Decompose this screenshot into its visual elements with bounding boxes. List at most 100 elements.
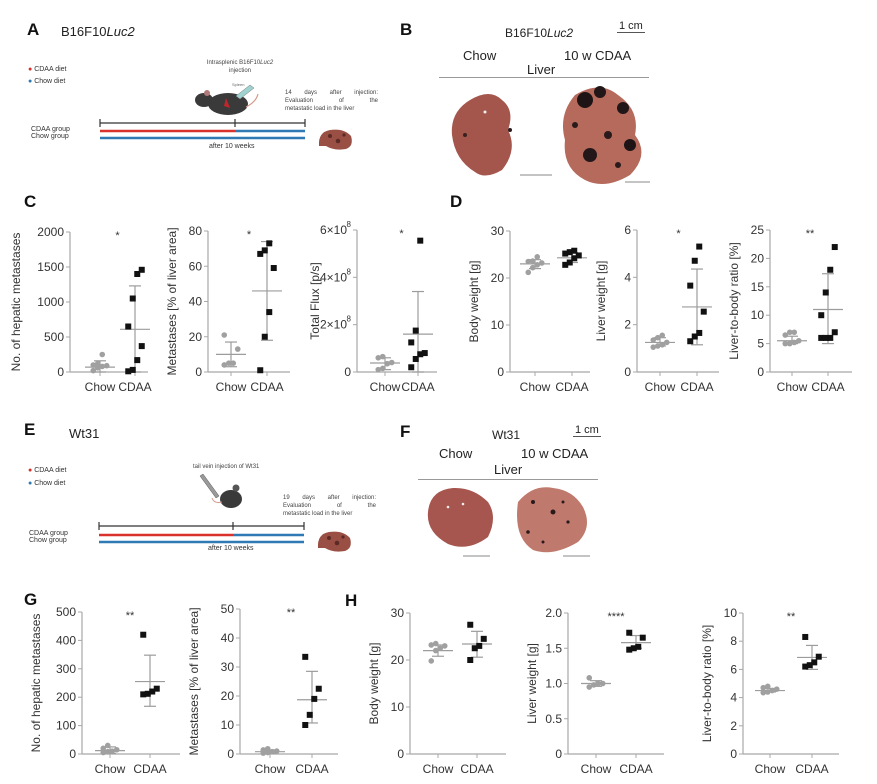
data-point-chow [104, 748, 111, 755]
data-point-cdaa [687, 282, 694, 289]
data-point-cdaa [626, 629, 633, 636]
legend-cdaa-diet: ● CDAA diet [28, 66, 66, 73]
data-point-chow [273, 748, 280, 754]
data-point-cdaa [562, 250, 569, 257]
y-tick-label: 0 [397, 747, 404, 761]
chart-g2: 0 10 20 30 40 50 Metastases [% of liver area] C… [187, 602, 338, 776]
data-point-cdaa [639, 634, 646, 641]
liver-photos-b [451, 86, 650, 184]
x-tick-label: Chow [645, 380, 676, 394]
data-point-cdaa [476, 642, 483, 649]
photo-label-chow-b: Chow [463, 48, 497, 63]
y-tick-label: 2 [730, 719, 737, 733]
data-point-chow [764, 683, 771, 690]
data-point-cdaa [125, 323, 132, 330]
data-point-cdaa [306, 711, 313, 718]
y-tick-label: 80 [189, 224, 203, 238]
data-point-chow [260, 747, 267, 753]
panel-letter-d: D [450, 192, 463, 211]
liver-icon-a [318, 129, 352, 150]
y-axis-label: Total Flux [p/s] [308, 262, 322, 339]
data-point-cdaa [315, 685, 322, 692]
y-axis-label: Metastases [% of liver area] [165, 227, 179, 375]
y-axis-label: Liver-to-body ratio [%] [700, 625, 714, 742]
y-tick-label: 8 [730, 634, 737, 648]
photo-divider-f [418, 479, 598, 480]
mouse-ear-e [232, 484, 240, 492]
data-point-cdaa [412, 327, 419, 334]
evaluation-line-3-e: metastatic load in the liver [283, 511, 353, 517]
y-tick-label: 4×10 [320, 270, 347, 284]
data-point-chow [269, 748, 276, 755]
y-tick-label: 25 [751, 223, 765, 237]
x-tick-label: Chow [255, 762, 286, 776]
y-axis-label: Liver weight [g] [594, 261, 608, 342]
x-tick-label: CDAA [460, 762, 493, 776]
timeline-e [98, 522, 305, 544]
y-tick-label: 10 [491, 318, 505, 332]
y-tick-label: 0 [497, 365, 504, 379]
y-tick-label: 2000 [37, 225, 64, 239]
data-point-chow [782, 340, 789, 347]
data-point-chow [94, 365, 101, 371]
y-tick-label: 50 [221, 602, 235, 616]
data-point-cdaa [818, 312, 825, 319]
photo-label-cdaa-f: 10 w CDAA [521, 446, 589, 461]
panel-b-model: B16F10Luc2 [505, 26, 573, 40]
data-point-cdaa [802, 633, 809, 640]
data-point-chow [534, 262, 541, 268]
panel-letter-e: E [24, 420, 36, 439]
data-point-chow [109, 748, 116, 754]
legend-dot-red-icon: ● [28, 66, 33, 73]
data-point-chow [786, 329, 793, 336]
data-point-cdaa [134, 271, 141, 277]
y-tick-label: 0.5 [545, 712, 562, 726]
data-point-chow [760, 689, 767, 696]
chart-c2: 0 20 40 60 80 Metastases [% of liver area] Cho… [165, 224, 290, 394]
x-tick-label: CDAA [811, 380, 844, 394]
x-tick-label: Chow [423, 762, 454, 776]
x-tick-label: CDAA [555, 380, 588, 394]
significance-label: ** [287, 607, 296, 619]
data-point-cdaa [408, 364, 415, 371]
data-point-cdaa [566, 249, 573, 256]
data-point-chow [663, 339, 670, 346]
data-point-chow [100, 749, 107, 756]
data-point-cdaa [566, 259, 573, 266]
x-tick-label: Chow [520, 380, 551, 394]
spleen-label: Spleen [232, 82, 244, 87]
y-tick-label: 1000 [37, 295, 64, 309]
photo-label-chow-f: Chow [439, 446, 473, 461]
data-point-chow [791, 339, 798, 346]
chart-d1: 0 10 20 30 Body weight [g] Chow CDAA [467, 224, 590, 394]
x-tick-label: CDAA [795, 762, 828, 776]
y-tick-label: 4 [730, 691, 737, 705]
liver-photo-cdaa-b [562, 86, 650, 184]
data-point-chow [659, 332, 666, 339]
data-point-cdaa [815, 653, 822, 660]
data-point-chow [525, 269, 532, 276]
data-point-chow [437, 645, 444, 652]
scale-bar-f: 1 cm [573, 424, 601, 437]
data-point-cdaa [302, 653, 309, 660]
timeline-label-e: after 10 weeks [208, 545, 254, 552]
group-label-chow: Chow group [31, 133, 69, 140]
legend-dot-blue-icon-e: ● [28, 480, 33, 487]
x-tick-label: Chow [370, 380, 401, 394]
data-point-chow [384, 360, 391, 367]
data-point-cdaa [125, 368, 132, 375]
data-point-cdaa [467, 621, 474, 628]
significance-label: * [676, 228, 681, 240]
evaluation-line-3: metastatic load in the liver [285, 106, 355, 112]
data-point-chow [428, 642, 435, 648]
group-label-cdaa: CDAA group [31, 126, 70, 133]
data-point-cdaa [571, 247, 578, 254]
liver-photos-f [427, 487, 590, 557]
legend-chow-diet-e: ● Chow diet [28, 480, 65, 487]
y-tick-label: 10 [221, 718, 235, 732]
data-point-chow [264, 745, 271, 752]
y-tick-label: 200 [56, 690, 76, 704]
y-axis-label: Body weight [g] [367, 642, 381, 724]
photo-label-cdaa-b: 10 w CDAA [564, 48, 632, 63]
